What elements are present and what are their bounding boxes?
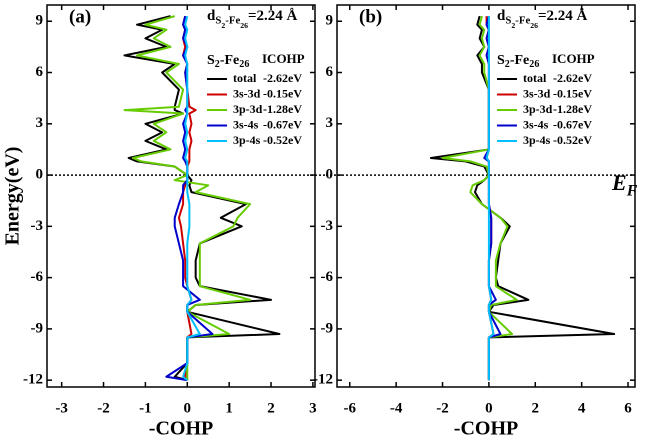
y-tick-label: 6 [326, 64, 334, 80]
legend-header: ICOHP [552, 51, 595, 66]
fermi-label: EF [611, 170, 638, 199]
y-tick-label: -12 [23, 372, 43, 388]
x-tick-label: 2 [532, 400, 540, 416]
legend-label: total [523, 71, 547, 85]
x-tick-label: 6 [624, 400, 632, 416]
y-tick-label: -3 [31, 218, 44, 234]
cohp-curve [485, 16, 495, 381]
fermi-label-part: E [611, 170, 627, 195]
legend-label: 3s-4s [523, 117, 549, 131]
legend-title-part: -Fe [220, 53, 239, 68]
legend-value: -1.28eV [553, 102, 592, 116]
y-tick-label: 3 [326, 115, 334, 131]
x-axis-title: -COHP [454, 418, 518, 440]
cohp-curve [441, 15, 518, 381]
distance-label: dS2-Fe26=2.24 Å [497, 8, 588, 29]
y-tick-label: 3 [36, 115, 44, 131]
cohp-curve [123, 15, 252, 381]
x-tick-label: 0 [184, 400, 192, 416]
legend-title: S2-Fe26 [207, 53, 249, 70]
x-tick-label: 4 [578, 400, 586, 416]
legend-label: total [233, 71, 257, 85]
legend-header: ICOHP [262, 51, 305, 66]
distance-label-part: =2.24 Å [538, 8, 588, 24]
legend-value: -2.62eV [263, 71, 302, 85]
legend-value: -0.67eV [263, 117, 302, 131]
distance-label-part: S [215, 15, 221, 27]
y-tick-label: 0 [326, 167, 334, 183]
y-tick-label: -9 [321, 320, 334, 336]
legend-label: 3s-3d [233, 86, 261, 100]
x-tick-label: -6 [344, 400, 357, 416]
plot-frame [336, 4, 636, 388]
x-tick-label: 1 [225, 400, 233, 416]
distance-label-part: d [497, 8, 506, 24]
x-tick-label: -2 [436, 400, 449, 416]
x-tick-label: -4 [390, 400, 403, 416]
distance-label-part: 26 [240, 21, 248, 30]
y-tick-label: 0 [36, 167, 44, 183]
plot-frame [46, 4, 316, 388]
legend-label: 3p-4s [523, 133, 551, 147]
x-tick-label: -2 [97, 400, 110, 416]
x-tick-label: 3 [309, 400, 317, 416]
legend-value: -0.15eV [553, 86, 592, 100]
legend-title-part: -Fe [510, 53, 529, 68]
y-axis-title: Energy(eV) [2, 147, 24, 246]
distance-label-part: 2 [221, 21, 225, 30]
cohp-curve [182, 15, 201, 381]
distance-label-part: -Fe [515, 15, 530, 27]
x-tick-label: 2 [267, 400, 275, 416]
legend-title-part: 26 [239, 60, 249, 71]
x-tick-label: 0 [485, 400, 493, 416]
legend-label: 3p-3d [523, 102, 553, 116]
distance-label-part: d [207, 8, 216, 24]
legend-title-part: 26 [529, 60, 539, 71]
distance-label-part: -Fe [225, 15, 240, 27]
y-tick-label: -9 [31, 320, 44, 336]
distance-label-part: =2.24 Å [248, 8, 298, 24]
legend-label: 3p-3d [233, 102, 263, 116]
legend-title-part: S [207, 53, 215, 68]
legend-value: -0.52eV [553, 133, 592, 147]
legend-value: -1.28eV [263, 102, 302, 116]
distance-label-part: 26 [530, 21, 538, 30]
distance-label: dS2-Fe26=2.24 Å [207, 8, 298, 29]
x-tick-label: -3 [55, 400, 68, 416]
panel-label: (b) [359, 6, 382, 27]
legend-label: 3s-3d [523, 86, 551, 100]
legend-label: 3s-4s [233, 117, 259, 131]
panel-label: (a) [69, 6, 91, 27]
y-tick-label: -6 [31, 269, 44, 285]
x-axis-title: -COHP [149, 418, 213, 440]
y-tick-label: 9 [326, 13, 334, 29]
y-tick-label: 9 [36, 13, 44, 29]
legend-title: S2-Fe26 [497, 53, 539, 70]
x-tick-label: -1 [139, 400, 152, 416]
distance-label-part: 2 [511, 21, 515, 30]
y-tick-label: -6 [321, 269, 334, 285]
y-tick-label: -3 [321, 218, 334, 234]
y-tick-label: -12 [313, 372, 333, 388]
legend-value: -0.67eV [553, 117, 592, 131]
legend-title-part: 2 [505, 60, 510, 71]
distance-label-part: S [505, 15, 511, 27]
legend-value: -2.62eV [553, 71, 592, 85]
fermi-label-part: F [626, 182, 638, 199]
legend-title-part: S [497, 53, 505, 68]
legend-title-part: 2 [215, 60, 220, 71]
y-tick-label: 6 [36, 64, 44, 80]
legend-label: 3p-4s [233, 133, 261, 147]
legend-value: -0.52eV [263, 133, 302, 147]
legend-value: -0.15eV [263, 86, 302, 100]
